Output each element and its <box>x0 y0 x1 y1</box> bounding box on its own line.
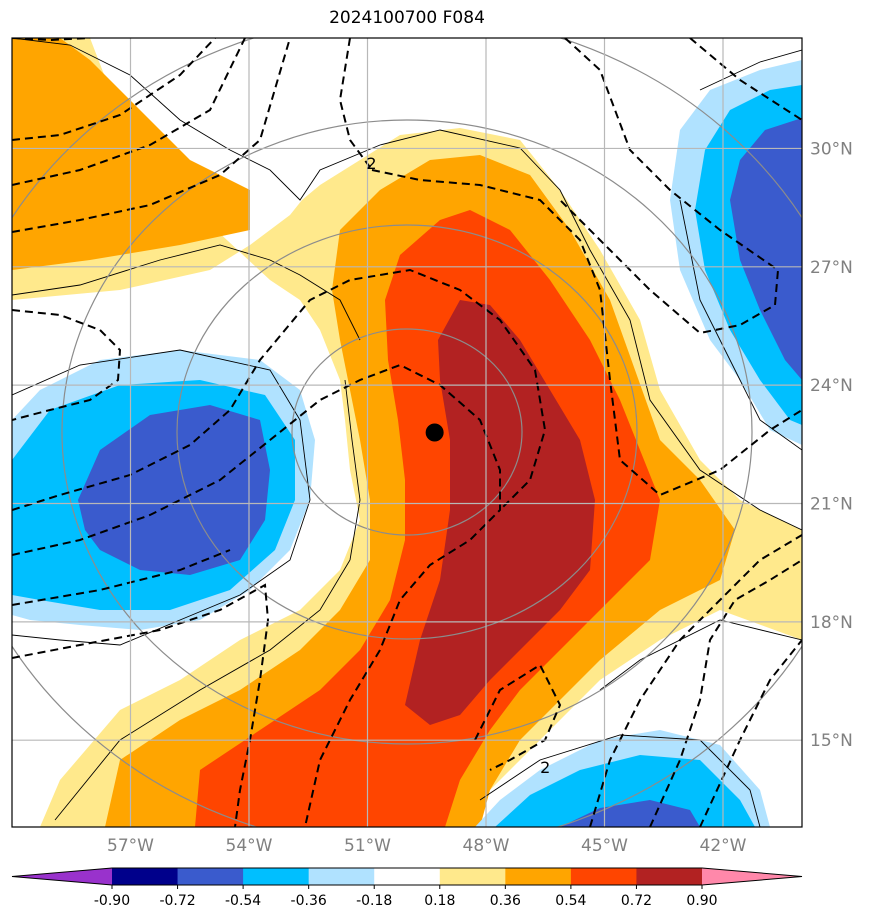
colorbar-segment-4 <box>374 868 441 885</box>
colorbar-label-2: -0.54 <box>225 893 261 909</box>
dashed-contour-14 <box>589 534 802 827</box>
outline-line-west-cell <box>12 349 311 646</box>
contour-fill-neg-8 <box>495 755 755 827</box>
colorbar-label-1: -0.72 <box>159 893 195 909</box>
y-tick-label-4: 27°N <box>810 258 853 278</box>
dashed-contour-15 <box>649 559 802 827</box>
range-ring-3 <box>61 119 753 745</box>
storm-center-marker <box>425 423 444 442</box>
contour-fill-pos-5 <box>405 300 595 725</box>
x-tick-label-5: 42°W <box>700 836 747 856</box>
contour-fill-pos-4 <box>195 210 660 827</box>
range-ring-1 <box>291 328 523 536</box>
colorbar-segment-0 <box>112 868 179 885</box>
outline-line-west-low <box>12 244 361 341</box>
chart-title: 2024100700 F084 <box>329 8 485 28</box>
x-tick-label-1: 54°W <box>226 836 273 856</box>
colorbar-segment-7 <box>570 868 637 885</box>
dashed-contour-5 <box>338 38 373 171</box>
colorbar-segment-2 <box>243 868 310 885</box>
outline-line-central <box>344 379 361 561</box>
colorbar-segment-5 <box>439 868 506 885</box>
colorbar-label-8: 0.72 <box>621 893 652 909</box>
colorbar-extend-low <box>12 868 112 885</box>
range-rings <box>12 38 802 827</box>
colorbar-label-3: -0.36 <box>291 893 327 909</box>
dashed-contour-6 <box>559 38 780 335</box>
y-tick-label-2: 21°N <box>810 495 853 515</box>
y-tick-label-3: 24°N <box>810 376 853 396</box>
dashed-contour-13 <box>474 663 562 771</box>
dashed-contour-7 <box>689 38 802 121</box>
contour-fill-neg-3 <box>78 405 270 575</box>
dashed-contour-12 <box>12 583 270 827</box>
dashed-contour-10 <box>12 363 501 827</box>
colorbar-segment-1 <box>177 868 244 885</box>
dashed-contour-16 <box>699 639 802 827</box>
colorbar-label-9: 0.90 <box>686 893 717 909</box>
outline-line-east-cell <box>699 49 802 91</box>
contour-label-0: 2 <box>366 154 376 173</box>
x-tick-label-3: 48°W <box>463 836 510 856</box>
colorbar: -0.90 -0.72 -0.54 -0.36 -0.18 0.18 0.36 0.54 0.7… <box>11 867 803 909</box>
colorbar-segment-3 <box>308 868 375 885</box>
colorbar-segment-8 <box>636 868 703 885</box>
outline-line-north <box>12 38 802 531</box>
colorbar-label-4: -0.18 <box>356 893 392 909</box>
range-ring-2 <box>176 224 638 640</box>
x-tick-label-0: 57°W <box>107 836 154 856</box>
contour-label-1: 2 <box>540 758 550 777</box>
dashed-contour-8 <box>12 309 122 421</box>
y-tick-labels: 15°N 18°N 21°N 24°N 27°N 30°N <box>810 139 853 751</box>
y-tick-label-1: 18°N <box>810 613 853 633</box>
colorbar-label-0: -0.90 <box>94 893 130 909</box>
dashed-contour-2 <box>12 38 246 186</box>
colorbar-extend-high <box>702 868 802 885</box>
colorbar-label-7: 0.54 <box>555 893 586 909</box>
contour-labels: 22 <box>366 154 550 777</box>
y-tick-label-0: 15°N <box>810 731 853 751</box>
x-tick-labels: 57°W 54°W 51°W 48°W 45°W 42°W <box>107 836 747 856</box>
contour-fill-neg-6 <box>730 118 802 380</box>
map-frame <box>11 37 803 828</box>
outline-line-southeast <box>479 734 761 827</box>
dashed-contour-11 <box>12 549 231 606</box>
colorbar-label-6: 0.36 <box>490 893 521 909</box>
dashed-contour-9 <box>12 268 547 511</box>
x-tick-label-4: 45°W <box>581 836 628 856</box>
x-tick-label-2: 51°W <box>344 836 391 856</box>
dashed-contour-1 <box>12 38 216 141</box>
contour-fill-neg-9 <box>560 800 700 827</box>
outline-line-southwest <box>54 559 351 821</box>
dashed-contour-3 <box>12 38 291 233</box>
colorbar-segment-6 <box>505 868 572 885</box>
colorbar-label-5: 0.18 <box>424 893 455 909</box>
y-tick-label-5: 30°N <box>810 139 853 159</box>
grid-lines <box>12 38 802 827</box>
